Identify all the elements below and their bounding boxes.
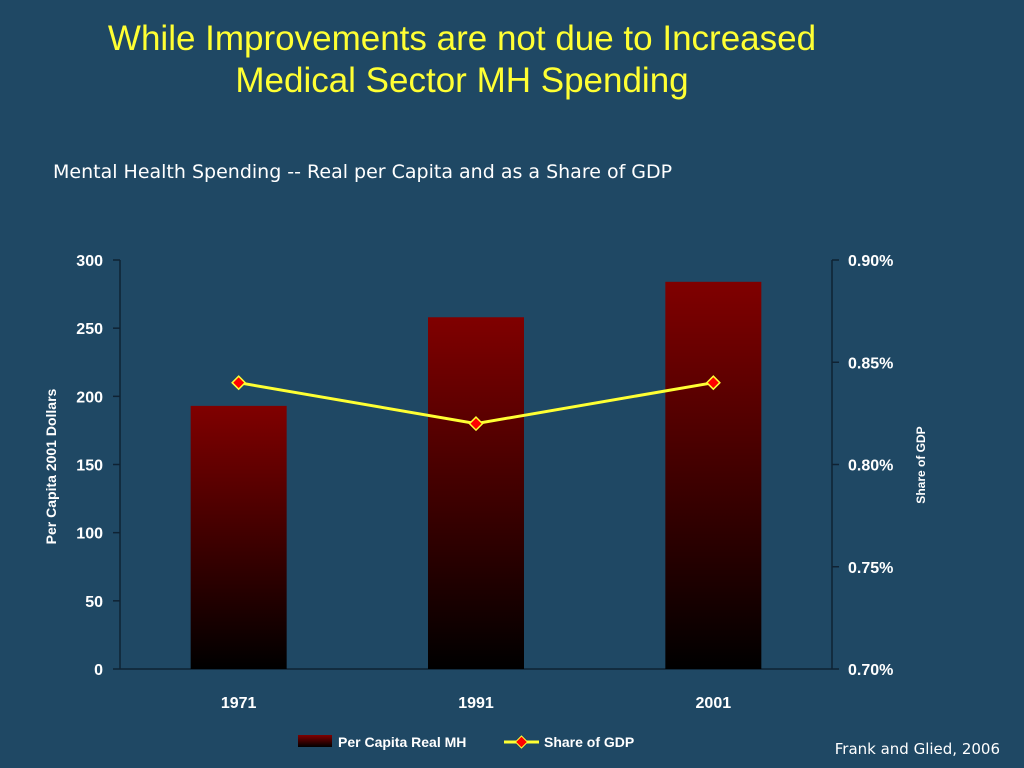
- legend-label-share-of-gdp: Share of GDP: [544, 734, 634, 750]
- share-of-gdp-point-1991: [468, 416, 484, 432]
- bar-2001: [665, 281, 762, 669]
- legend-label-per-capita: Per Capita Real MH: [338, 734, 466, 750]
- bar-1971: [190, 405, 287, 669]
- y-tick-label-left: 100: [76, 526, 103, 543]
- y-tick-label-left: 200: [76, 389, 103, 406]
- slide-title: While Improvements are not due to Increa…: [0, 18, 924, 102]
- share-of-gdp-point-2001: [705, 375, 721, 391]
- legend-swatch-per-capita: [298, 735, 332, 747]
- slide-title-line-2: Medical Sector MH Spending: [235, 61, 689, 100]
- y-tick-label-left: 0: [94, 662, 103, 679]
- y-axis-left-title: Per Capita 2001 Dollars: [43, 388, 59, 544]
- y-tick-label-right: 0.90%: [848, 253, 893, 270]
- x-tick-label: 1991: [458, 695, 494, 712]
- source-citation: Frank and Glied, 2006: [834, 740, 1000, 758]
- y-tick-label-right: 0.85%: [848, 355, 893, 372]
- y-tick-label-right: 0.80%: [848, 458, 893, 475]
- share-of-gdp-point-1971: [231, 375, 247, 391]
- bar-1991: [428, 317, 524, 669]
- y-tick-label-left: 150: [76, 458, 103, 475]
- y-axis-right-title: Share of GDP: [914, 426, 928, 503]
- y-tick-label-right: 0.70%: [848, 662, 893, 679]
- slide-title-line-1: While Improvements are not due to Increa…: [107, 19, 817, 58]
- x-tick-label: 1971: [221, 695, 257, 712]
- chart-title: Mental Health Spending -- Real per Capit…: [53, 161, 673, 183]
- legend-swatch-share-marker: [514, 735, 529, 749]
- y-tick-label-left: 300: [76, 253, 103, 270]
- x-tick-label: 2001: [696, 695, 732, 712]
- y-tick-label-left: 250: [76, 321, 103, 338]
- y-tick-label-right: 0.75%: [848, 560, 893, 577]
- y-tick-label-left: 50: [85, 594, 103, 611]
